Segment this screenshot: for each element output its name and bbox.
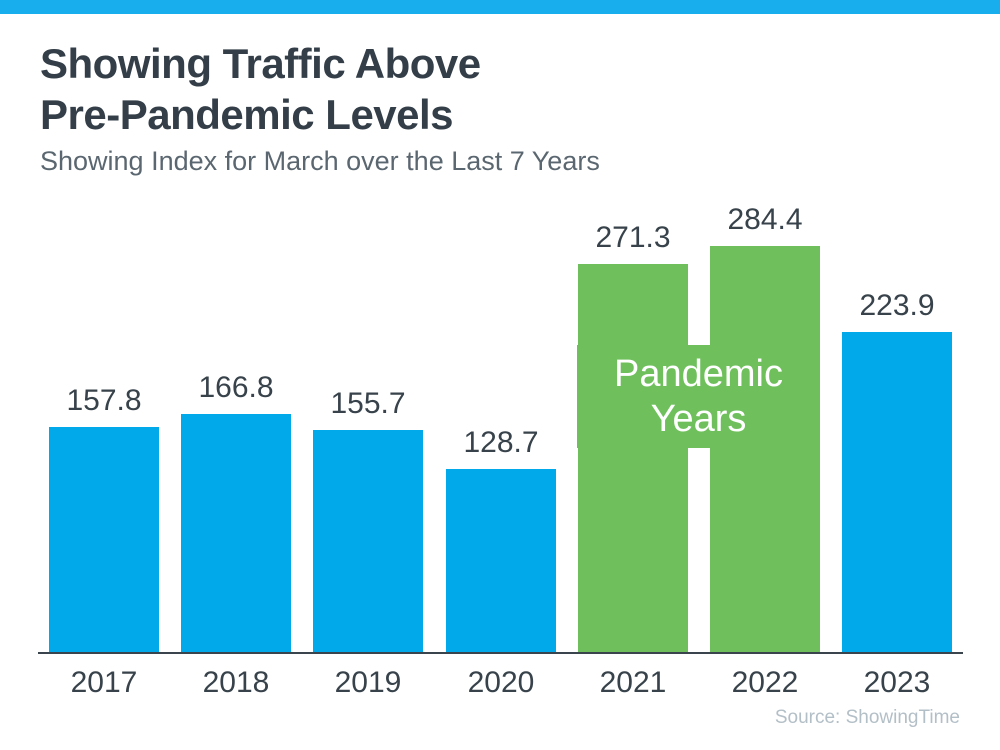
bar-2018	[181, 414, 291, 653]
bar-value-label-2022: 284.4	[727, 203, 803, 236]
source-attribution: Source: ShowingTime	[774, 707, 960, 728]
bar-group-2018: 166.8	[181, 372, 291, 653]
x-axis-label-2020: 2020	[467, 666, 535, 699]
bar-2021	[578, 264, 688, 653]
x-axis-line	[38, 652, 963, 654]
x-axis-label-2017: 2017	[70, 666, 138, 699]
bar-value-label-2018: 166.8	[198, 371, 274, 404]
chart-title-line2: Pre-Pandemic Levels	[40, 91, 454, 138]
bar-value-label-2021: 271.3	[595, 221, 671, 254]
bar-group-2022: 284.4	[710, 204, 820, 653]
x-axis-label-2018: 2018	[202, 666, 270, 699]
bar-group-2023: 223.9	[842, 290, 952, 653]
chart-subtitle: Showing Index for March over the Last 7 …	[40, 146, 600, 176]
bar-2020	[446, 469, 556, 653]
x-axis-label-2021: 2021	[599, 666, 667, 699]
chart-title: Showing Traffic Above Pre-Pandemic Level…	[40, 38, 481, 140]
annotation-line1: Pandemic	[614, 352, 783, 395]
bar-value-label-2017: 157.8	[66, 384, 142, 417]
bar-value-label-2023: 223.9	[859, 289, 935, 322]
x-axis-label-2019: 2019	[334, 666, 402, 699]
bar-group-2017: 157.8	[49, 385, 159, 653]
bar-value-label-2019: 155.7	[330, 387, 406, 420]
bar-value-label-2020: 128.7	[463, 426, 539, 459]
annotation-line2: Years	[650, 397, 747, 440]
bar-group-2020: 128.7	[446, 427, 556, 653]
top-accent-bar	[0, 0, 1000, 14]
bar-2019	[313, 430, 423, 653]
bar-group-2019: 155.7	[313, 388, 423, 653]
bar-2023	[842, 332, 952, 653]
x-axis-label-2023: 2023	[863, 666, 931, 699]
pandemic-years-annotation: Pandemic Years	[577, 345, 820, 448]
bar-2017	[49, 427, 159, 653]
bar-group-2021: 271.3	[578, 222, 688, 653]
x-axis-label-2022: 2022	[731, 666, 799, 699]
chart-title-line1: Showing Traffic Above	[40, 40, 481, 87]
bar-2022	[710, 246, 820, 653]
